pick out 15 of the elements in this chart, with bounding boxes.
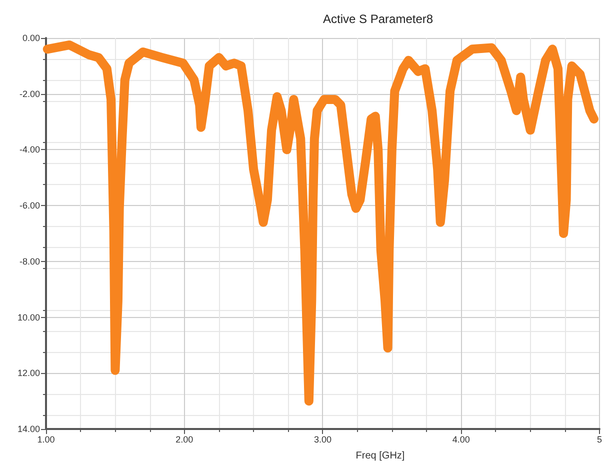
x-tick-label: 2.00 <box>176 434 194 444</box>
y-tick-label: 12.00 <box>17 368 40 378</box>
x-tick-label: 3.00 <box>314 434 332 444</box>
x-axis-title: Freq [GHz] <box>356 450 405 462</box>
y-tick-label: -4.00 <box>19 144 40 155</box>
chart-title: Active S Parameter8 <box>323 12 434 26</box>
x-tick-label: 5 <box>596 434 602 444</box>
x-tick-label: 4.00 <box>452 434 470 444</box>
x-tick-label: 1.00 <box>37 434 55 444</box>
y-tick-label: -6.00 <box>19 200 40 211</box>
y-tick-label: 0.00 <box>22 33 40 43</box>
y-tick-label: 10.00 <box>17 312 40 322</box>
y-tick-label: 14.00 <box>17 424 40 434</box>
y-tick-label: -8.00 <box>19 256 40 266</box>
y-tick-label: -2.00 <box>19 88 40 99</box>
